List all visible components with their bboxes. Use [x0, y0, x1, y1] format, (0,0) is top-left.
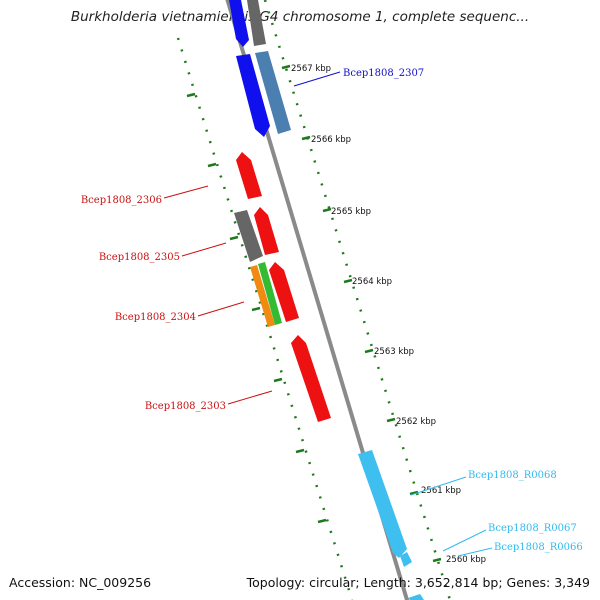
- gene-label-2306[interactable]: Bcep1808_2306: [81, 195, 162, 206]
- gene-label-R0068[interactable]: Bcep1808_R0068: [468, 470, 557, 481]
- gene-label-R0066[interactable]: Bcep1808_R0066: [494, 542, 583, 553]
- gene-feature-steel-2307[interactable]: [255, 51, 291, 134]
- right-ruler: [263, 0, 452, 600]
- leader-line-2305: [181, 242, 227, 257]
- tick-mark-2567: [281, 64, 291, 70]
- gene-label-R0067[interactable]: Bcep1808_R0067: [488, 523, 577, 534]
- gene-feature-cyan-R0067[interactable]: [400, 552, 412, 567]
- tick-label-2562: 2562 kbp: [396, 417, 436, 427]
- leader-line-2303: [227, 390, 273, 405]
- left-tick-mark: [186, 92, 196, 98]
- leader-line-R0067: [442, 529, 487, 552]
- tick-label-2567: 2567 kbp: [291, 64, 331, 74]
- gene-feature-red-2305[interactable]: [254, 207, 279, 255]
- left-tick-mark: [295, 448, 305, 454]
- gene-feature-gray-top[interactable]: [247, 0, 266, 46]
- gene-feature-cyan-R0068[interactable]: [358, 450, 407, 558]
- tick-mark-2565: [322, 207, 332, 213]
- left-tick-mark: [251, 306, 261, 312]
- left-tick-mark: [273, 377, 283, 383]
- genome-summary: Topology: circular; Length: 3,652,814 bp…: [246, 575, 590, 590]
- left-major-ticks: [186, 92, 327, 524]
- tick-mark-2564: [343, 278, 353, 284]
- tick-mark-2563: [364, 348, 374, 354]
- map-title: Burkholderia vietnamiensis G4 chromosome…: [70, 9, 530, 25]
- tick-label-2566: 2566 kbp: [311, 135, 351, 145]
- left-tick-mark: [207, 162, 217, 168]
- tick-label-2564: 2564 kbp: [352, 277, 392, 287]
- tick-label-2565: 2565 kbp: [331, 207, 371, 217]
- tick-label-2560: 2560 kbp: [446, 555, 486, 565]
- gene-label-2307[interactable]: Bcep1808_2307: [343, 68, 424, 79]
- gene-feature-red-2303[interactable]: [291, 335, 331, 422]
- gene-feature-orange-2304[interactable]: [250, 265, 275, 327]
- tick-mark-2566: [301, 135, 311, 141]
- leader-line-R0068: [410, 476, 467, 496]
- gene-label-2303[interactable]: Bcep1808_2303: [145, 401, 226, 412]
- leader-line-2306: [163, 185, 209, 199]
- tick-mark-2560: [432, 557, 442, 563]
- gene-label-2305[interactable]: Bcep1808_2305: [99, 252, 180, 263]
- tick-mark-2562: [386, 417, 396, 423]
- leader-line-R0066: [457, 547, 493, 557]
- gene-feature-gray-2305[interactable]: [234, 210, 263, 262]
- gene-feature-blue-2307[interactable]: [236, 54, 270, 137]
- gene-feature-red-2304b[interactable]: [269, 262, 299, 322]
- leader-line-2307: [293, 71, 341, 87]
- gene-feature-green-2304[interactable]: [258, 262, 282, 325]
- tick-label-2563: 2563 kbp: [374, 347, 414, 357]
- gene-feature-cyan-bottom[interactable]: [408, 594, 424, 600]
- left-tick-mark: [229, 235, 239, 241]
- accession-text: Accession: NC_009256: [9, 575, 152, 590]
- major-ticks: [281, 64, 442, 563]
- tick-label-2561: 2561 kbp: [421, 486, 461, 496]
- leader-line-2304: [197, 301, 245, 317]
- gene-feature-red-2306[interactable]: [236, 152, 262, 199]
- gene-feature-blue-top[interactable]: [229, 0, 249, 47]
- gene-label-2304[interactable]: Bcep1808_2304: [115, 312, 196, 323]
- tick-mark-2561: [409, 490, 419, 496]
- left-tick-mark: [317, 518, 327, 524]
